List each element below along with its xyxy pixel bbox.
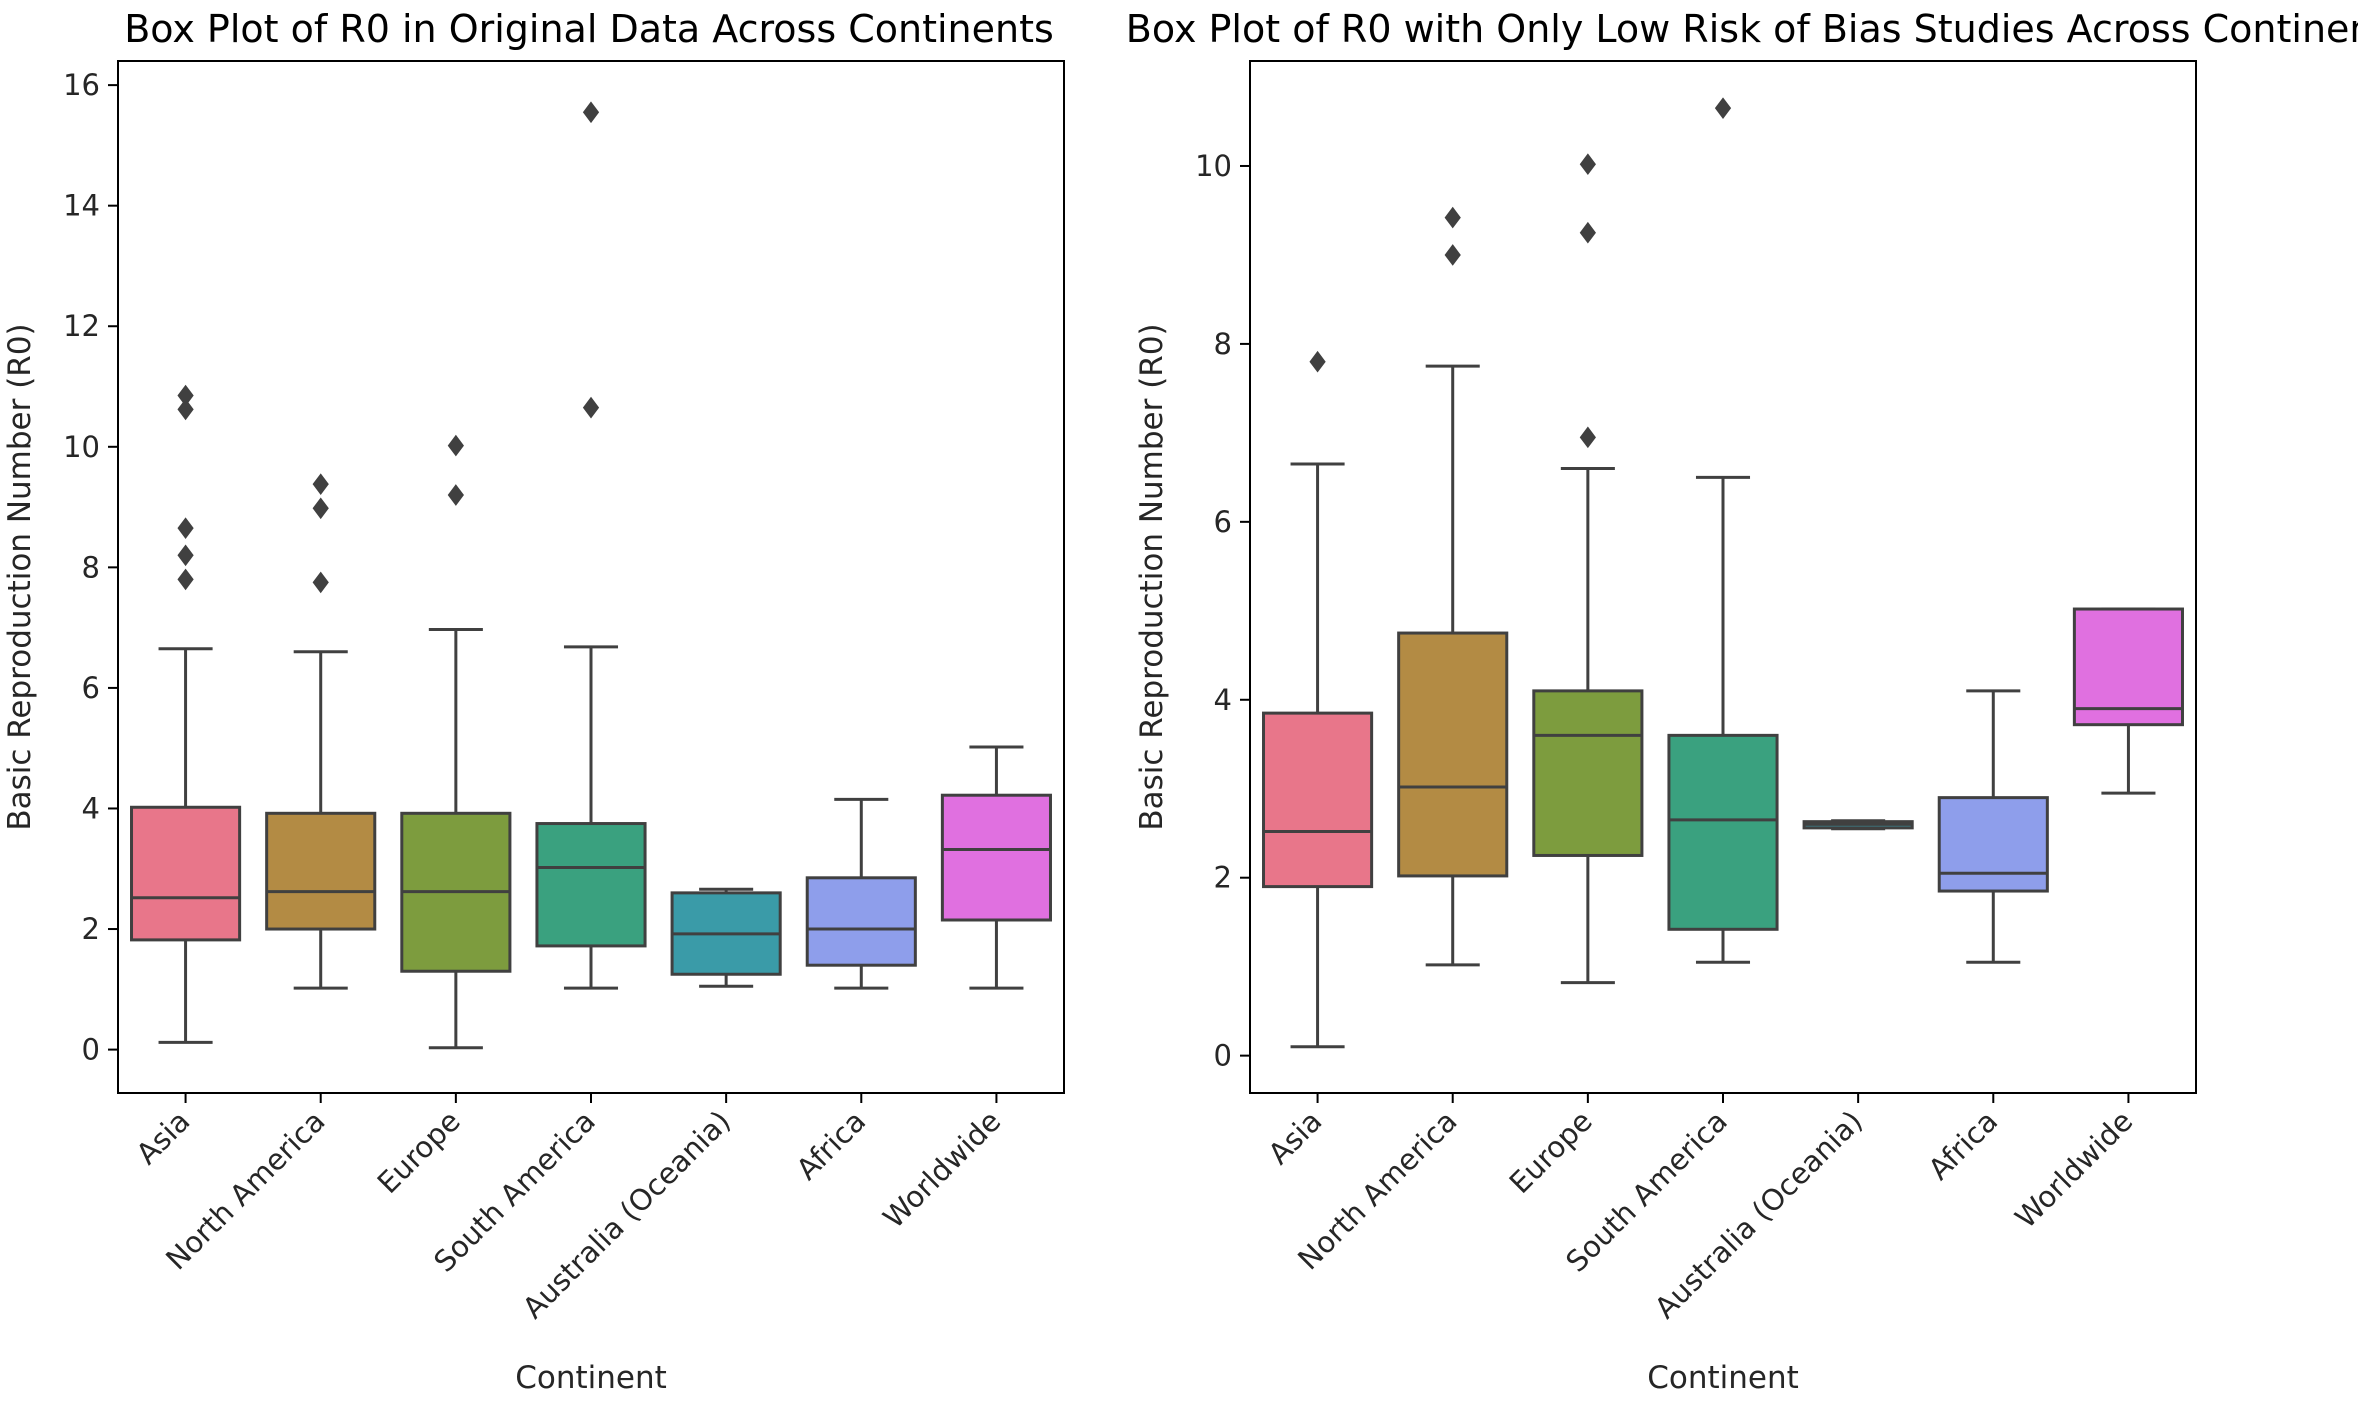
box-0 — [130, 384, 242, 1044]
x-tick-label: Worldwide — [2008, 1104, 2139, 1235]
y-tick-label: 6 — [1214, 505, 1232, 539]
outlier-point — [1309, 350, 1326, 373]
box-0 — [1262, 350, 1374, 1049]
outlier-point — [177, 398, 194, 421]
outlier-point — [1579, 426, 1596, 449]
outlier-point — [312, 497, 329, 520]
x-tick-label: Europe — [371, 1104, 467, 1200]
y-tick-label: 8 — [1214, 327, 1232, 361]
outlier-point — [1444, 244, 1461, 266]
box-6 — [940, 745, 1052, 990]
outlier-point — [447, 484, 464, 506]
x-tick-label: Worldwide — [876, 1104, 1007, 1235]
y-tick-label: 10 — [1195, 149, 1232, 183]
x-tick-label: Europe — [1503, 1104, 1599, 1200]
box-5 — [1937, 689, 2049, 964]
left-boxplot-panel: Box Plot of R0 in Original Data Across C… — [2, 7, 1065, 1396]
outlier-point — [582, 101, 600, 124]
y-tick-label: 10 — [63, 430, 100, 464]
box-body — [1532, 689, 1644, 857]
box-4 — [1802, 819, 1914, 831]
outlier-point — [177, 384, 194, 407]
y-tick-label: 12 — [63, 309, 100, 343]
outlier-point — [1579, 153, 1596, 176]
box-2 — [1532, 153, 1644, 985]
box-body — [940, 793, 1052, 922]
box-body — [1262, 711, 1374, 889]
outlier-point — [177, 544, 194, 567]
box-body — [805, 876, 917, 967]
y-tick-label: 6 — [82, 671, 100, 705]
x-tick-label: Africa — [1922, 1104, 2005, 1187]
box-body — [130, 805, 242, 942]
chart-title: Box Plot of R0 in Original Data Across C… — [124, 7, 1054, 51]
box-1 — [265, 473, 377, 990]
box-body — [535, 822, 647, 948]
box-5 — [805, 797, 917, 990]
box-body — [1667, 733, 1779, 931]
box-4 — [670, 887, 782, 988]
x-tick-label: Asia — [130, 1104, 197, 1171]
y-tick-label: 14 — [63, 189, 100, 223]
outlier-point — [582, 396, 600, 419]
outlier-point — [447, 434, 464, 457]
box-body — [2072, 607, 2184, 727]
outlier-point — [1444, 206, 1461, 229]
x-tick-label: Asia — [1262, 1104, 1329, 1171]
x-axis-label: Continent — [515, 1360, 667, 1396]
box-body — [265, 811, 377, 931]
x-axis-label: Continent — [1647, 1360, 1799, 1396]
outlier-point — [177, 568, 194, 591]
x-tick-label: Africa — [790, 1104, 873, 1187]
box-body — [1937, 796, 2049, 893]
y-tick-label: 2 — [1214, 861, 1232, 895]
box-1 — [1397, 206, 1509, 967]
outlier-point — [312, 473, 329, 496]
outlier-point — [177, 517, 194, 540]
outlier-point — [1714, 97, 1732, 119]
chart-title: Box Plot of R0 with Only Low Risk of Bia… — [1126, 7, 2358, 51]
y-tick-label: 8 — [82, 550, 100, 584]
y-tick-label: 0 — [82, 1033, 100, 1067]
box-3 — [1667, 97, 1779, 964]
box-2 — [400, 434, 512, 1050]
box-6 — [2072, 607, 2184, 795]
y-tick-label: 0 — [1214, 1039, 1232, 1073]
right-boxplot-panel: Box Plot of R0 with Only Low Risk of Bia… — [1126, 7, 2358, 1396]
y-tick-label: 2 — [82, 912, 100, 946]
box-body — [1397, 631, 1509, 878]
y-tick-label: 4 — [82, 791, 100, 825]
outlier-point — [312, 571, 329, 594]
y-tick-label: 4 — [1214, 683, 1232, 717]
box-3 — [535, 101, 647, 990]
y-axis-label: Basic Reproduction Number (R0) — [1134, 323, 1170, 830]
y-axis-label: Basic Reproduction Number (R0) — [2, 323, 38, 830]
y-tick-label: 16 — [63, 68, 100, 102]
outlier-point — [1579, 221, 1596, 244]
